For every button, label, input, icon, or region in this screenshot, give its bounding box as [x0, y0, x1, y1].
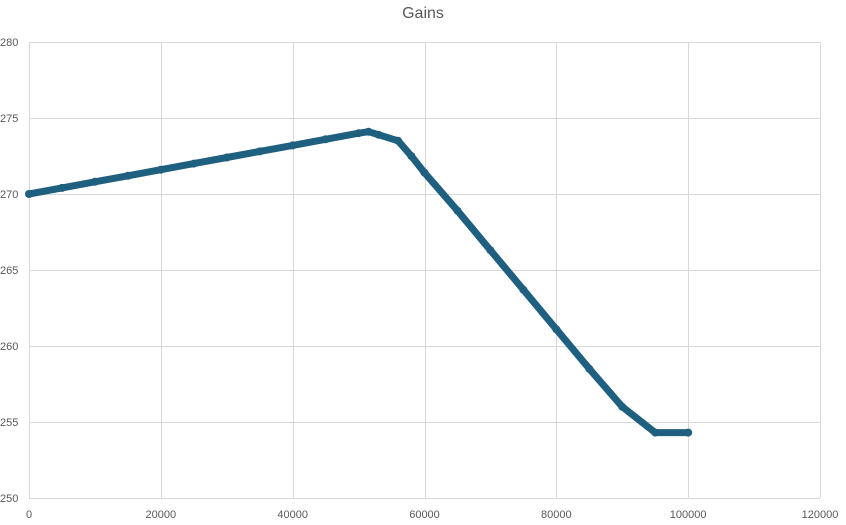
x-tick-label: 120000 — [802, 509, 839, 521]
y-tick-label: 250 — [0, 493, 18, 505]
x-tick-label: 20000 — [146, 509, 177, 521]
data-point — [420, 168, 429, 177]
y-tick-label: 260 — [0, 341, 18, 353]
y-tick-label: 275 — [0, 113, 18, 125]
data-point — [156, 165, 165, 174]
data-point — [453, 206, 462, 215]
x-axis-tick-labels: 0 20000 40000 60000 80000 100000 120000 — [26, 509, 838, 521]
y-axis-tick-labels: 250 255 260 265 270 275 280 — [0, 37, 18, 505]
data-point — [189, 159, 198, 168]
data-point — [321, 135, 330, 144]
data-point — [123, 171, 132, 180]
data-point — [90, 177, 99, 186]
data-point — [552, 325, 561, 334]
x-tick-label: 100000 — [670, 509, 707, 521]
data-point — [364, 127, 373, 136]
data-point — [407, 152, 416, 160]
data-point — [684, 428, 693, 437]
data-point — [58, 183, 66, 192]
data-point — [25, 190, 33, 198]
data-point — [222, 153, 231, 162]
chart-title: Gains — [402, 5, 444, 22]
data-series — [25, 127, 693, 437]
data-point — [374, 130, 383, 139]
y-tick-label: 270 — [0, 189, 18, 201]
x-tick-label: 40000 — [277, 509, 308, 521]
x-tick-label: 0 — [26, 509, 32, 521]
gridlines — [29, 42, 821, 499]
data-point — [255, 147, 264, 156]
x-tick-label: 80000 — [541, 509, 572, 521]
x-tick-label: 60000 — [409, 509, 440, 521]
data-point — [394, 136, 403, 145]
data-point — [486, 246, 495, 255]
data-point — [651, 428, 660, 437]
data-point — [288, 141, 297, 150]
data-point — [618, 402, 627, 411]
data-point — [354, 129, 363, 138]
data-point — [585, 364, 594, 373]
data-point — [519, 285, 528, 294]
y-tick-label: 265 — [0, 265, 18, 277]
series-line — [25, 128, 692, 437]
y-tick-label: 255 — [0, 417, 18, 429]
y-tick-label: 280 — [0, 37, 18, 49]
